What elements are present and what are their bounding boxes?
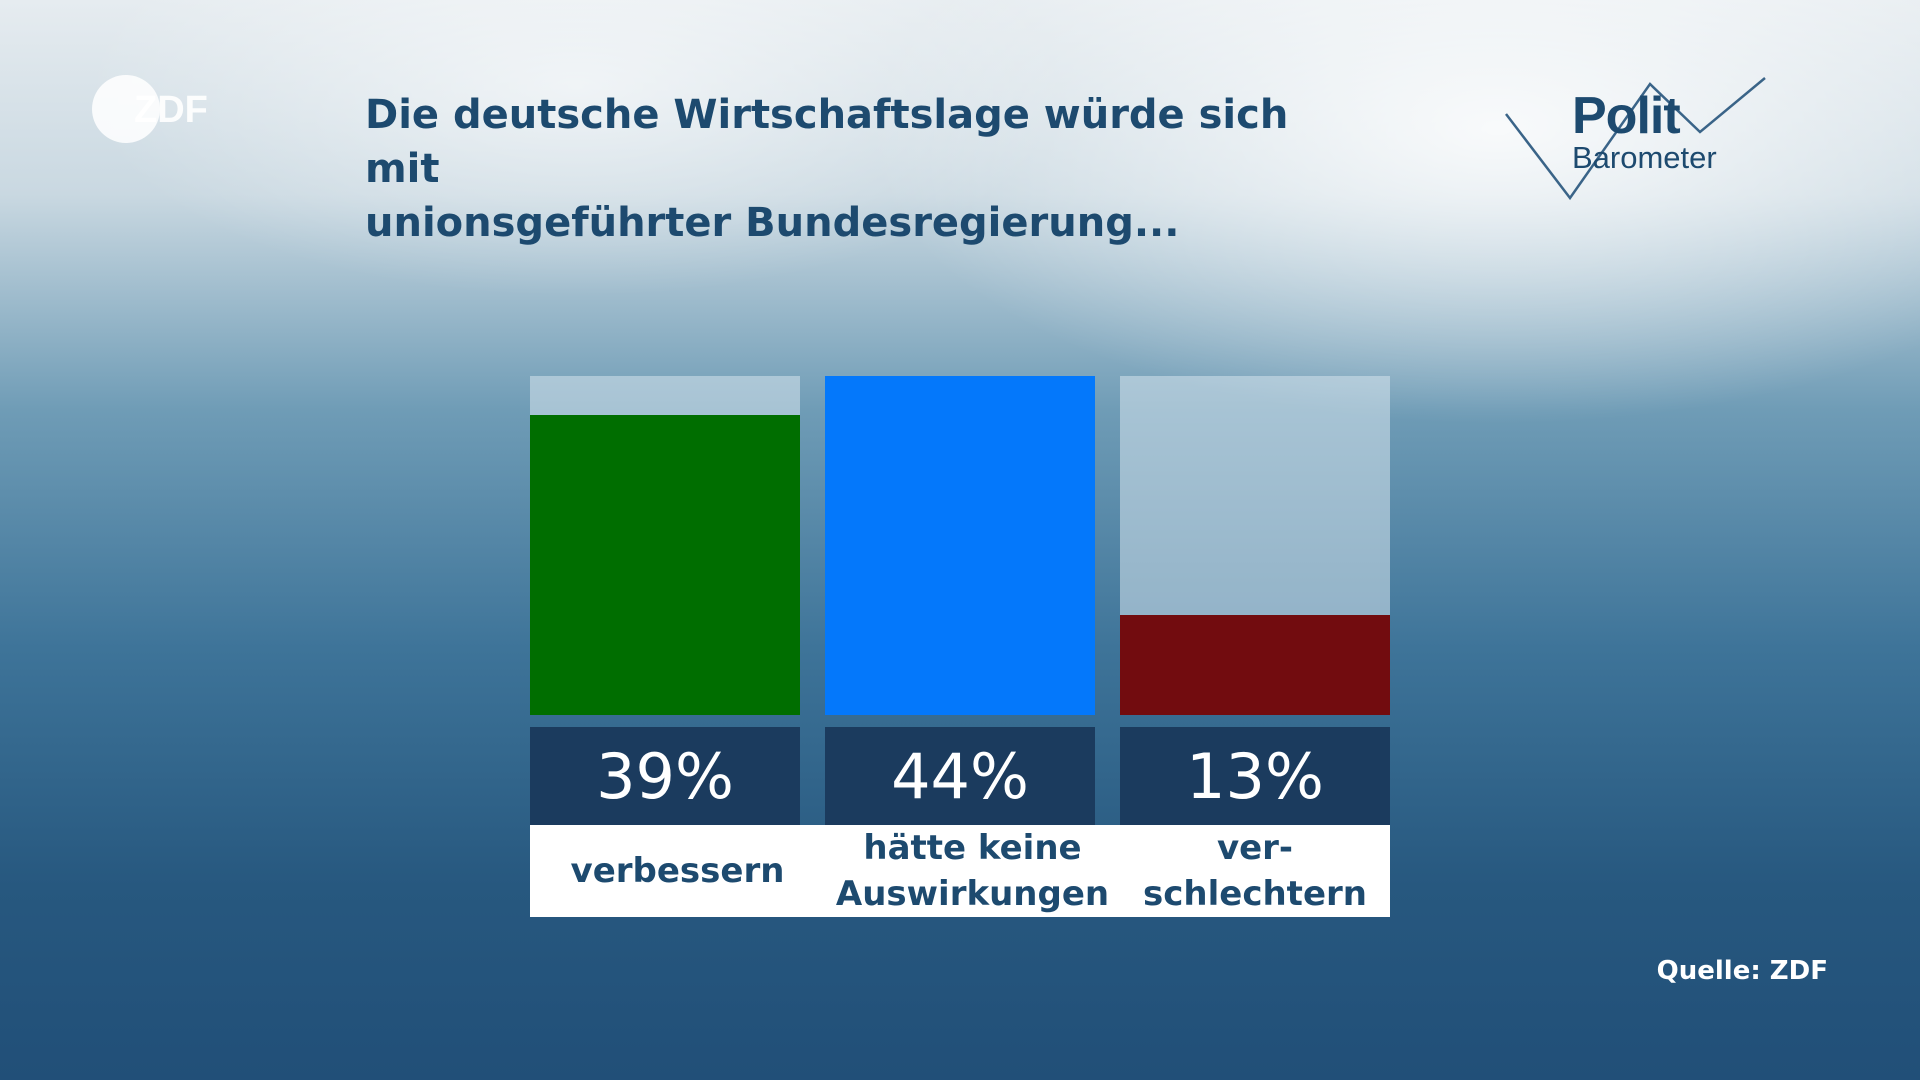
chart-title: Die deutsche Wirtschaftslage würde sich … — [365, 88, 1365, 250]
politbarometer-logo: Polit Barometer — [1500, 76, 1800, 206]
chart-title-line-1: Die deutsche Wirtschaftslage würde sich … — [365, 92, 1289, 192]
category-label-verschlechtern: ver- schlechtern — [1120, 825, 1390, 917]
zdf-logo: ZDF — [90, 72, 230, 146]
category-label-verbessern: verbessern — [530, 825, 825, 917]
bar-verschlechtern — [1120, 615, 1390, 715]
zdf-logo-text: ZDF — [134, 89, 208, 131]
bar-chart: 39% verbessern 44% hätte keine Auswirkun… — [530, 376, 1390, 921]
category-label-keine-auswirkungen: hätte keine Auswirkungen — [825, 825, 1120, 917]
value-label-verschlechtern: 13% — [1120, 727, 1390, 825]
bar-keine-auswirkungen — [825, 376, 1095, 715]
bar-track — [825, 376, 1095, 715]
bar-verbessern — [530, 415, 800, 715]
politbarometer-zigzag-icon — [1505, 77, 1766, 201]
chart-title-line-2: unionsgeführter Bundesregierung... — [365, 200, 1180, 246]
bar-track — [1120, 376, 1390, 715]
value-label-keine-auswirkungen: 44% — [825, 727, 1095, 825]
source-label: Quelle: ZDF — [1656, 956, 1828, 986]
politbarometer-logo-barometer: Barometer — [1572, 140, 1717, 175]
bar-track — [530, 376, 800, 715]
value-label-verbessern: 39% — [530, 727, 800, 825]
politbarometer-logo-polit: Polit — [1572, 87, 1681, 145]
